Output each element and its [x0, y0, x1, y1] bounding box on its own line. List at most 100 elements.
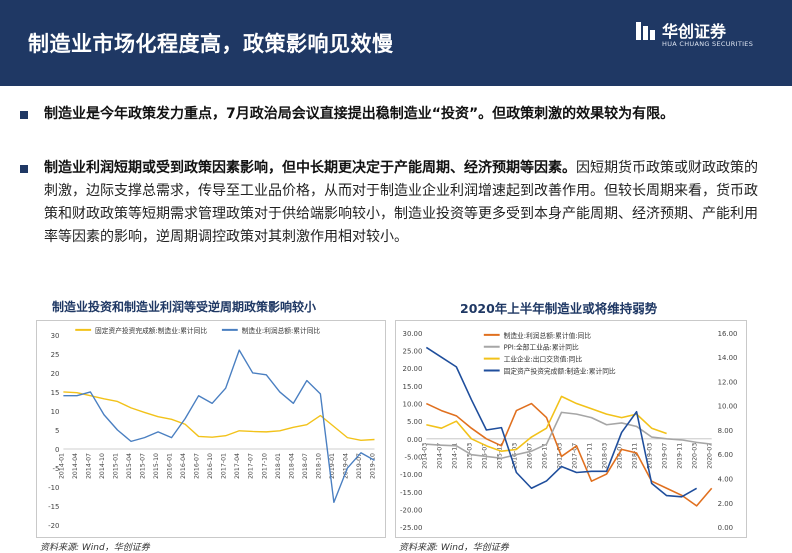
y-tick-label: 15 — [51, 389, 60, 397]
x-tick-label: 2017-01 — [221, 453, 228, 479]
y-tick-label: 0 — [55, 446, 59, 454]
series-line-2 — [426, 411, 712, 460]
x-tick-label: 2015-10 — [153, 453, 160, 479]
x-tick-label: 2018-07 — [302, 453, 309, 479]
x-tick-label: 2015-04 — [126, 453, 133, 479]
bullet-item-2: 制造业利润短期或受到政策因素影响，但中长期更决定于产能周期、经济预期等因素。因短… — [20, 157, 764, 249]
x-tick-label: 2016-11 — [541, 443, 548, 469]
bullet-item-1: 制造业是今年政策发力重点，7月政治局会议直接提出稳制造业“投资”。但政策刺激的效… — [20, 103, 764, 126]
y-right-tick-label: 2.00 — [718, 500, 733, 508]
x-tick-label: 2016-04 — [180, 453, 187, 479]
legend-label-1: 固定资产投资完成额:制造业:累计同比 — [95, 326, 207, 335]
x-tick-label: 2018-03 — [602, 443, 609, 469]
x-tick-label: 2018-01 — [275, 453, 282, 479]
x-tick-label: 2016-10 — [207, 453, 214, 479]
bullet-2-bold: 制造业利润短期或受到政策因素影响，但中长期更决定于产能周期、经济预期等因素。 — [44, 160, 576, 176]
x-tick-label: 2015-01 — [112, 453, 119, 479]
x-tick-label: 2014-03 — [421, 443, 428, 469]
y-tick-label: -15 — [48, 503, 59, 511]
brand-logo: 华创证券 HUA CHUANG SECURITIES — [634, 18, 784, 58]
x-tick-label: 2019-07 — [662, 443, 669, 469]
legend-label-1: 制造业:利润总额:累计值:同比 — [504, 331, 592, 340]
x-tick-label: 2020-07 — [707, 443, 714, 469]
bullet-square-icon — [20, 111, 28, 119]
chart-1-title: 制造业投资和制造业利润等受逆周期政策影响较小 — [52, 300, 317, 314]
x-tick-label: 2019-10 — [369, 453, 376, 479]
legend-label-2: 制造业:利润总额:累计同比 — [242, 326, 321, 335]
y-tick-label: -5 — [52, 465, 59, 473]
y-tick-label: 30 — [51, 332, 60, 340]
y-tick-label: 25 — [51, 351, 60, 359]
legend-label-2: PPI:全部工业品:累计同比 — [504, 343, 579, 352]
x-tick-label: 2019-11 — [677, 443, 684, 469]
logo-name: 华创证券 — [662, 22, 727, 41]
x-tick-label: 2014-07 — [85, 453, 92, 479]
chart-2-source: 资料来源: Wind，华创证券 — [399, 543, 509, 553]
legend-label-4: 固定资产投资完成额:制造业:累计同比 — [504, 367, 616, 376]
logo-english: HUA CHUANG SECURITIES — [662, 40, 754, 48]
x-tick-label: 2018-10 — [315, 453, 322, 479]
y-tick-label: 0.00 — [407, 436, 422, 444]
legend-label-3: 工业企业:出口交货值:同比 — [504, 355, 583, 364]
chart-2-title: 2020年上半年制造业或将维持弱势 — [460, 301, 658, 316]
x-tick-label: 2016-07 — [526, 443, 533, 469]
x-tick-label: 2015-07 — [140, 453, 147, 479]
x-tick-label: 2016-07 — [194, 453, 201, 479]
y-tick-label: -25.00 — [400, 524, 422, 532]
slide-title: 制造业市场化程度高，政策影响见效慢 — [28, 32, 394, 56]
y-tick-label: -10 — [48, 484, 59, 492]
chart-2: 30.00 25.00 20.00 15.00 10.00 5.00 0.00 -5.00 -1… — [395, 320, 747, 538]
y-tick-label: 30.00 — [403, 330, 423, 338]
x-tick-label: 2017-07 — [572, 443, 579, 469]
x-tick-label: 2017-03 — [557, 443, 564, 469]
y-tick-label: 5 — [55, 427, 59, 435]
y-right-tick-label: 6.00 — [718, 451, 733, 459]
y-tick-label: 10.00 — [403, 400, 423, 408]
logo-icon — [636, 22, 655, 40]
series-line-2 — [63, 349, 375, 504]
y-right-tick-label: 4.00 — [718, 476, 733, 484]
x-tick-label: 2018-04 — [288, 453, 295, 479]
x-tick-label: 2014-11 — [451, 443, 458, 469]
x-tick-label: 2014-07 — [436, 443, 443, 469]
y-right-tick-label: 16.00 — [718, 330, 738, 338]
y-tick-label: 25.00 — [403, 348, 423, 356]
y-tick-label: 10 — [51, 408, 60, 416]
y-tick-label: -20 — [48, 522, 59, 530]
header-bar: 制造业市场化程度高，政策影响见效慢 华创证券 HUA CHUANG SECURI… — [0, 0, 792, 86]
y-tick-label: -5.00 — [404, 453, 422, 461]
x-tick-label: 2014-04 — [72, 453, 79, 479]
y-right-tick-label: 14.00 — [718, 354, 738, 362]
x-tick-label: 2017-04 — [234, 453, 241, 479]
x-tick-label: 2015-03 — [466, 443, 473, 469]
x-tick-label: 2015-11 — [496, 443, 503, 469]
x-tick-label: 2018-07 — [617, 443, 624, 469]
x-tick-label: 2020-03 — [692, 443, 699, 469]
y-tick-label: 15.00 — [403, 383, 423, 391]
x-tick-label: 2019-04 — [342, 453, 349, 479]
x-tick-label: 2017-07 — [248, 453, 255, 479]
chart-1: 30 25 20 15 10 5 0 -5 -10 -15 -20 2014-01 2014-04 201… — [36, 320, 386, 538]
y-right-tick-label: 0.00 — [718, 524, 733, 532]
y-right-tick-label: 12.00 — [718, 378, 738, 386]
y-tick-label: 20 — [51, 370, 60, 378]
y-right-tick-label: 8.00 — [718, 427, 733, 435]
y-tick-label: -20.00 — [400, 506, 422, 514]
x-tick-label: 2016-01 — [167, 453, 174, 479]
bullet-1-bold: 制造业是今年政策发力重点，7月政治局会议直接提出稳制造业“投资”。但政策刺激的效… — [44, 106, 675, 122]
series-line-3 — [426, 395, 667, 452]
x-tick-label: 2017-10 — [261, 453, 268, 479]
x-tick-label: 2019-01 — [329, 453, 336, 479]
bullet-square-icon — [20, 165, 28, 173]
x-tick-label: 2019-07 — [356, 453, 363, 479]
series-line-4 — [425, 346, 698, 498]
y-tick-label: 5.00 — [407, 418, 422, 426]
y-tick-label: -10.00 — [400, 471, 422, 479]
x-tick-label: 2014-01 — [58, 453, 65, 479]
y-tick-label: 20.00 — [403, 365, 423, 373]
series-line-1 — [426, 402, 713, 507]
y-tick-label: -15.00 — [400, 489, 422, 497]
chart-1-source: 资料来源: Wind，华创证券 — [40, 543, 150, 553]
y-right-tick-label: 10.00 — [718, 403, 738, 411]
x-tick-label: 2017-11 — [587, 443, 594, 469]
